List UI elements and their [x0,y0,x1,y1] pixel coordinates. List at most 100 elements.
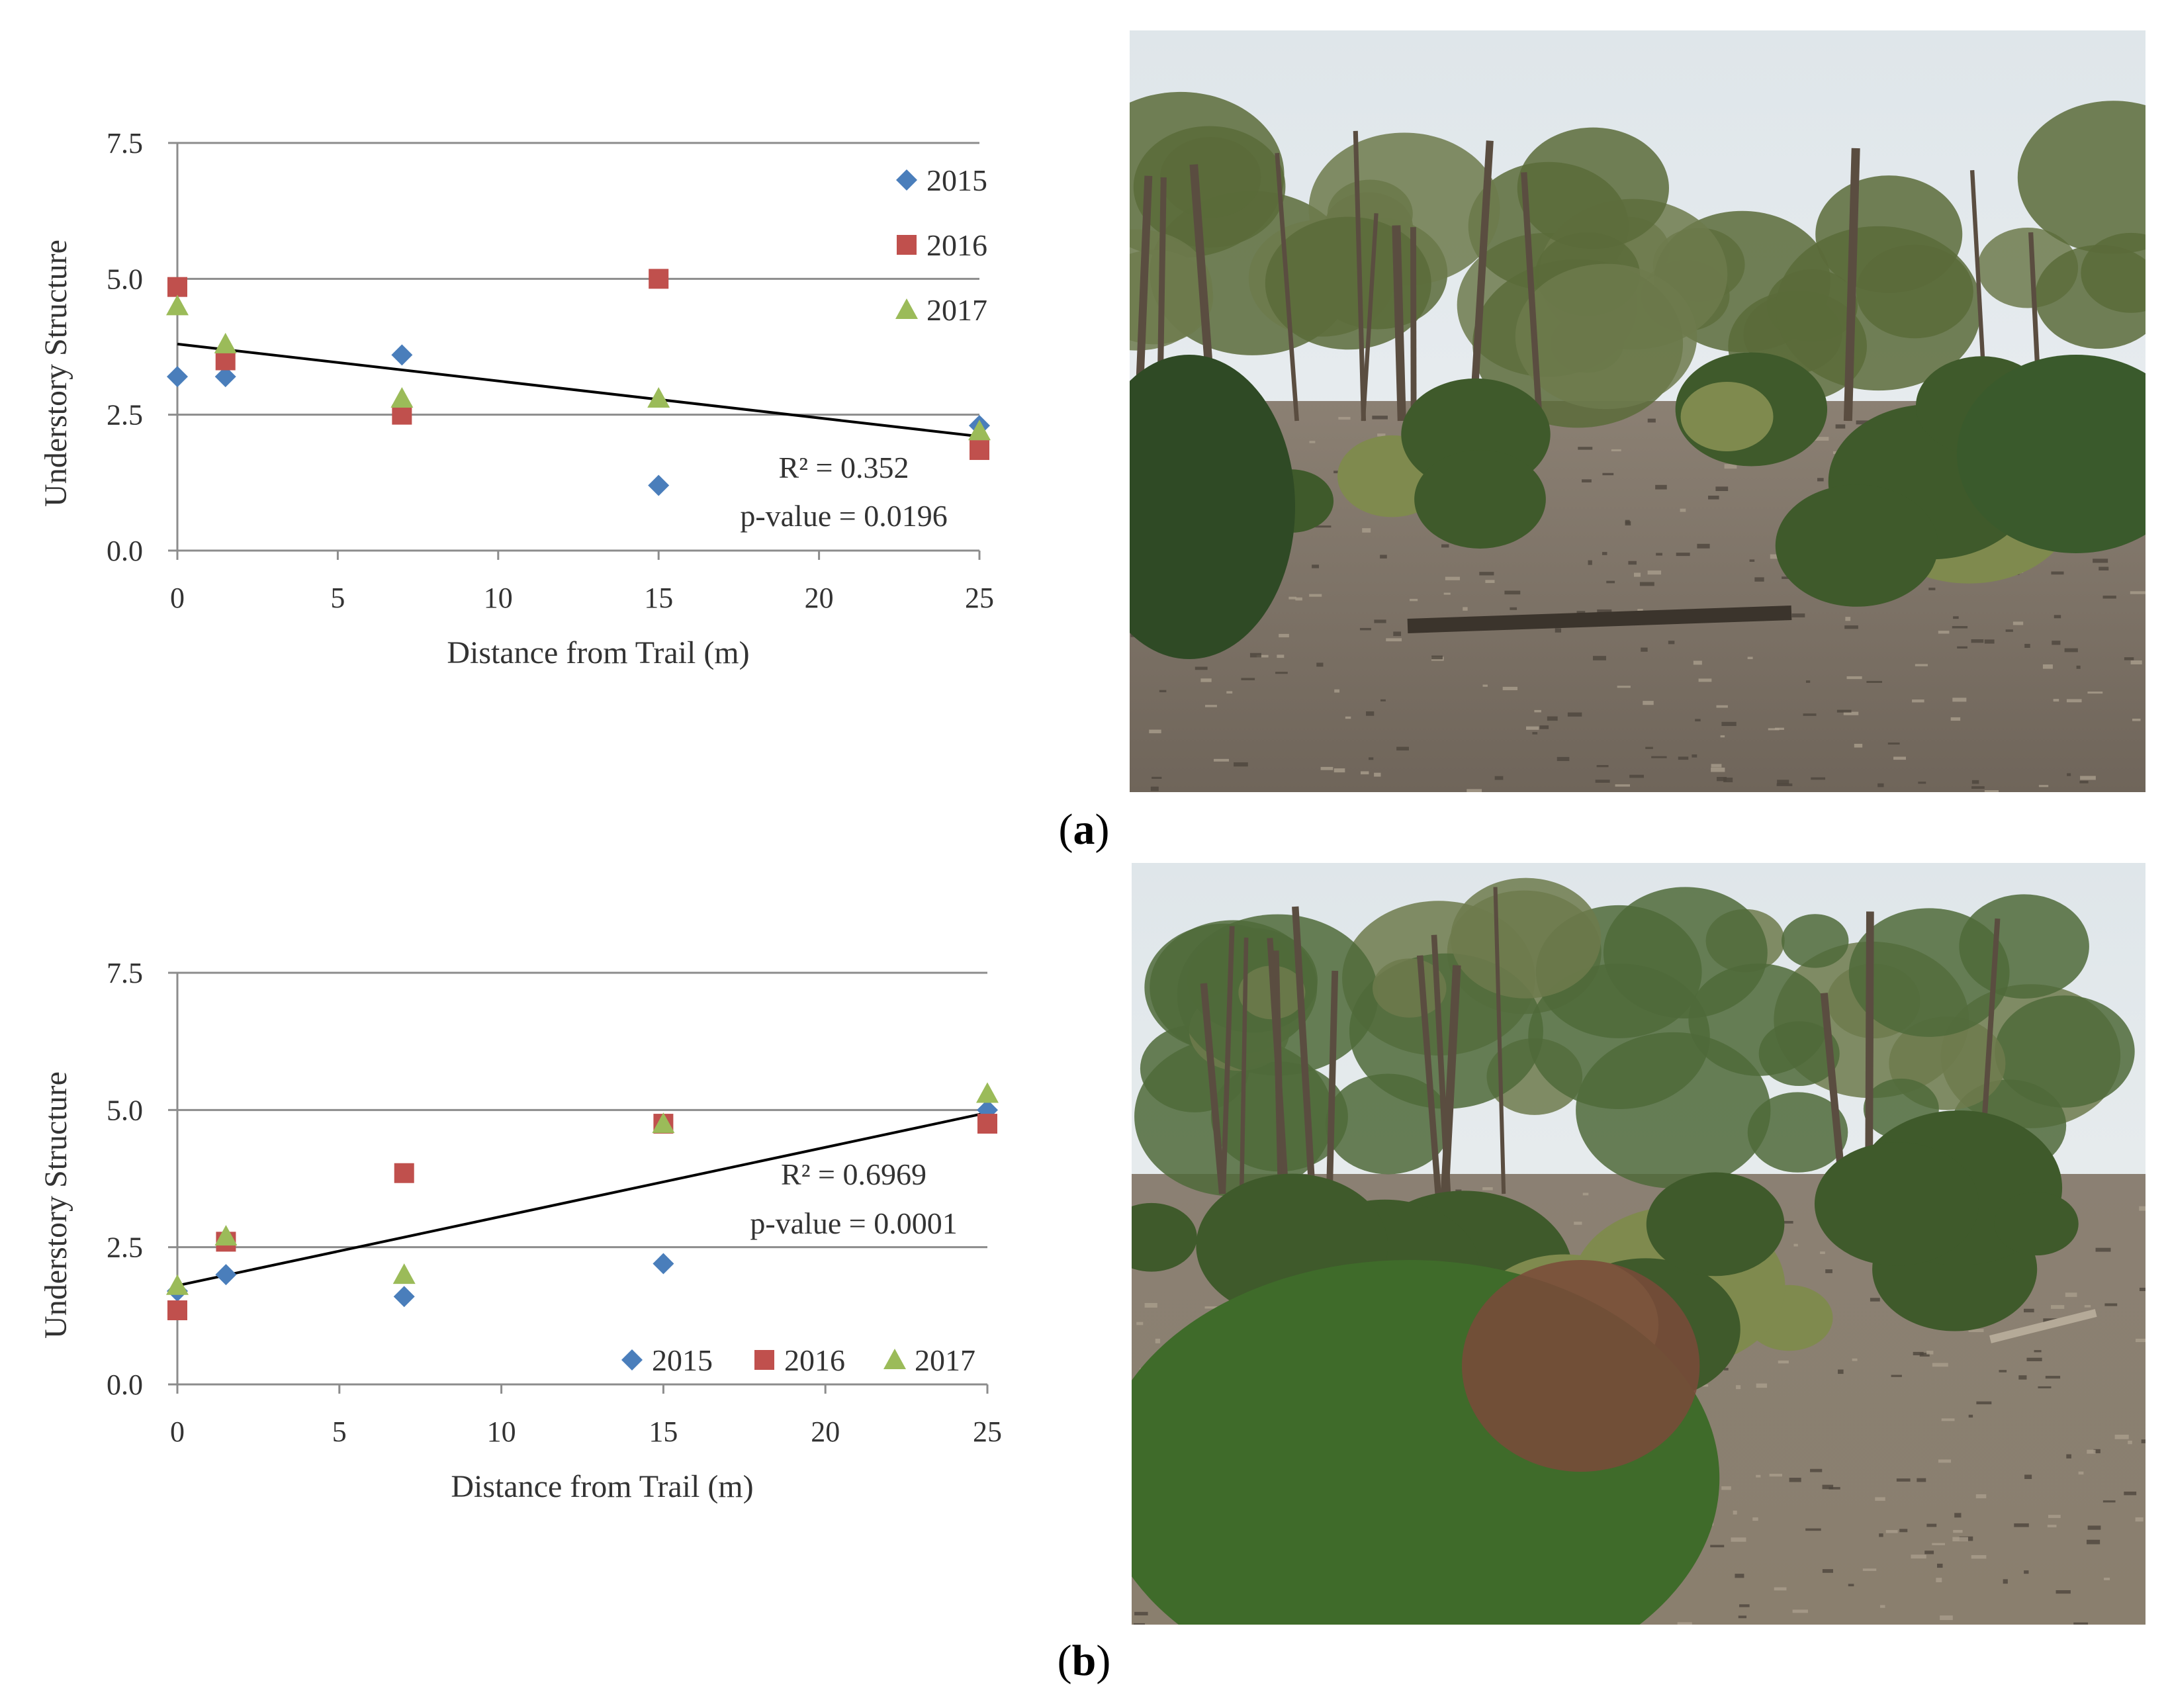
litter [2080,776,2096,780]
r-squared-label: R² = 0.6969 [781,1157,926,1191]
legend-item [895,298,918,319]
litter [1539,725,1549,729]
legend-label: 2017 [926,293,987,327]
litter [2045,1376,2061,1379]
litter [1953,1529,1963,1533]
litter [1295,597,1302,601]
litter [1937,1563,1943,1568]
legend-item [883,1349,906,1369]
litter [1953,616,1959,619]
litter [1588,560,1592,565]
litter [1634,572,1641,577]
litter [2124,657,2134,660]
litter [2124,1491,2137,1496]
legend-marker [896,169,917,191]
litter [1716,705,1728,708]
litter [1698,678,1712,682]
litter [1971,1555,1987,1559]
chart-svg: 0.0 2.5 5.0 7.5 0 5 10 15 20 25 Distance from Trai… [38,127,994,670]
shrub [1814,1142,1979,1266]
litter [1844,625,1858,629]
litter [1234,762,1248,767]
legend-label: 2017 [915,1343,975,1377]
litter [1708,495,1719,500]
litter [1984,639,1995,644]
data-point [392,1263,416,1284]
litter [1445,576,1461,580]
litter [1774,727,1784,730]
legend-marker [883,1349,906,1369]
legend-marker [897,235,917,255]
litter [2130,660,2142,664]
y-tick-label: 0.0 [107,535,143,567]
data-point [647,387,670,408]
litter [1862,1568,1877,1571]
tree-trunk [1326,970,1339,1194]
litter [1843,711,1859,715]
litter [1338,417,1351,420]
litter [2128,1440,2132,1445]
litter [1836,709,1852,713]
fallen-branch [1989,1309,2097,1343]
data-point [166,294,189,316]
litter [1557,756,1570,761]
litter [1879,1533,1883,1537]
data-point [977,1114,997,1134]
x-tick-label: 5 [330,582,345,614]
litter [1822,1484,1834,1490]
data-point [167,277,187,297]
data-point [392,404,412,425]
litter [2076,665,2081,669]
litter [1747,656,1753,660]
litter [1733,1510,1737,1515]
photo-b [1132,863,2145,1625]
litter [1200,678,1212,682]
photo-scene [1132,863,2145,1625]
litter [2003,1579,2008,1584]
litter [1723,778,1733,783]
litter [1971,786,1985,789]
x-tick-label: 5 [332,1416,347,1448]
tree-canopy [1995,995,2135,1108]
litter [2051,571,2064,575]
litter [2095,1247,2111,1252]
tree-trunk [1361,213,1378,422]
tree-trunk [1353,130,1367,422]
litter [2051,1305,2065,1309]
litter [1155,1338,1161,1343]
tree-canopy [1528,964,1710,1110]
litter [1463,607,1468,611]
tree-canopy [1515,263,1697,410]
litter [1952,626,1968,629]
litter [1547,716,1558,721]
litter [1984,790,1999,792]
litter [1793,1243,1798,1247]
tree-canopy [1747,1092,1848,1173]
litter [2064,648,2078,652]
litter [2055,1590,2071,1594]
x-tick-label: 15 [644,582,673,614]
litter [1768,728,1780,731]
data-point [390,387,414,408]
litter [1715,486,1729,492]
litter [2084,1305,2091,1308]
x-tick-label: 20 [811,1416,840,1448]
data-point [977,1099,998,1121]
litter [1526,726,1539,730]
y-tick-label: 5.0 [107,263,143,295]
litter [1782,1220,1793,1224]
litter [1195,666,1208,670]
litter [1752,1517,1758,1521]
litter [1629,774,1644,778]
litter [1838,1369,1844,1374]
litter [1803,713,1817,716]
tree-canopy [1848,908,2010,1037]
litter [1778,1360,1789,1364]
litter [2139,1206,2145,1211]
litter [1928,588,1936,590]
litter [1637,609,1643,611]
photo-a [1130,30,2145,792]
litter [1611,449,1621,451]
litter [1315,525,1332,528]
litter [2087,691,2103,694]
